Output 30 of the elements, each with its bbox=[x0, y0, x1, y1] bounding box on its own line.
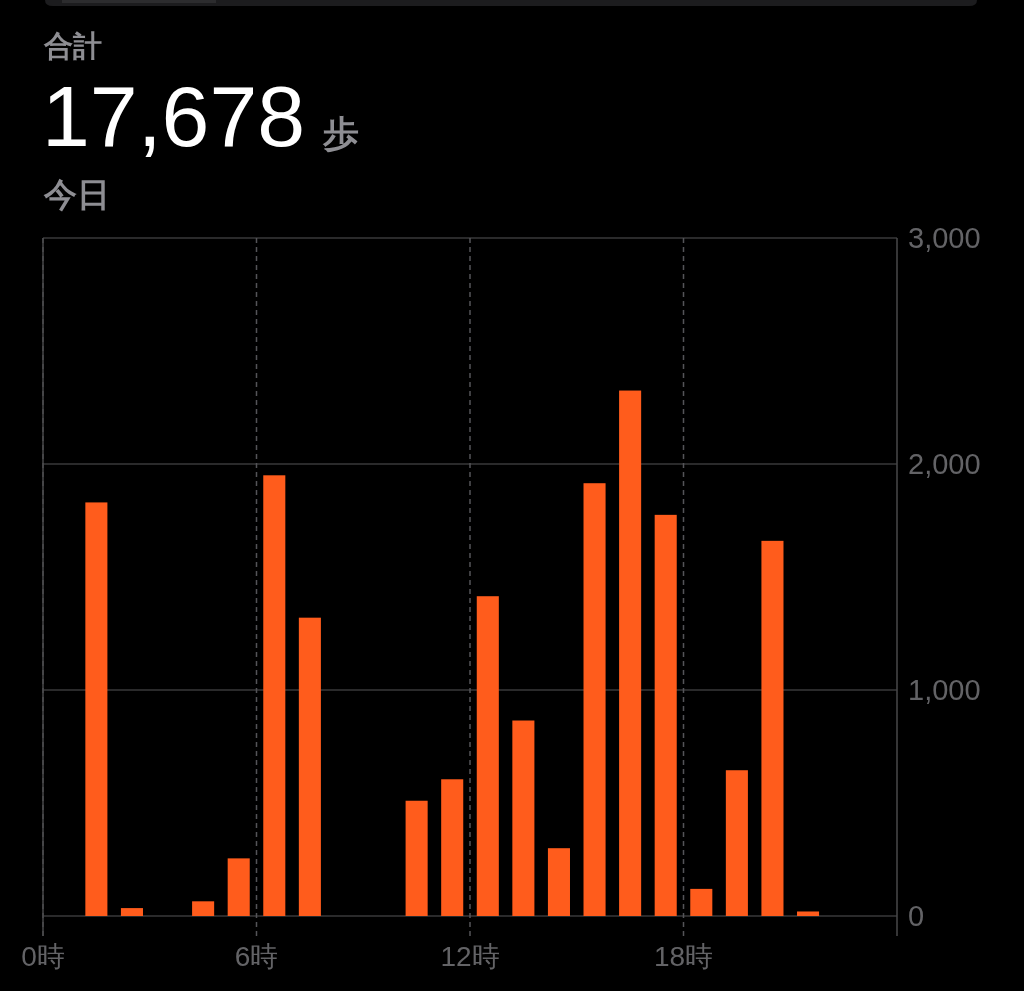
x-tick-label: 12時 bbox=[440, 941, 500, 972]
x-tick-label: 18時 bbox=[653, 941, 714, 972]
bar bbox=[120, 908, 143, 916]
x-tick-label: 0時 bbox=[21, 941, 65, 972]
bar bbox=[85, 502, 108, 916]
chart-subtitle: 今日 bbox=[43, 176, 110, 213]
bar bbox=[547, 848, 570, 916]
x-tick-label: 6時 bbox=[234, 941, 279, 972]
y-tick-label: 0 bbox=[908, 900, 925, 933]
bar bbox=[761, 540, 784, 916]
bar bbox=[725, 770, 748, 916]
y-tick-label: 3,000 bbox=[908, 222, 981, 255]
bar bbox=[619, 390, 642, 916]
bar bbox=[690, 888, 713, 916]
y-tick-label: 1,000 bbox=[908, 674, 981, 707]
bar bbox=[192, 901, 215, 916]
text: 歩 bbox=[322, 113, 360, 154]
bar bbox=[512, 720, 535, 916]
bar bbox=[441, 779, 464, 916]
bar bbox=[263, 475, 286, 916]
y-tick-label: 2,000 bbox=[908, 448, 981, 481]
bar bbox=[797, 911, 820, 916]
text: 17,678 bbox=[42, 68, 306, 164]
bar bbox=[476, 596, 499, 916]
bar bbox=[654, 514, 677, 916]
chart-title: 合計 bbox=[43, 30, 102, 62]
bar bbox=[583, 483, 606, 916]
bar bbox=[405, 800, 428, 916]
bar bbox=[298, 617, 321, 916]
bar bbox=[227, 858, 250, 916]
